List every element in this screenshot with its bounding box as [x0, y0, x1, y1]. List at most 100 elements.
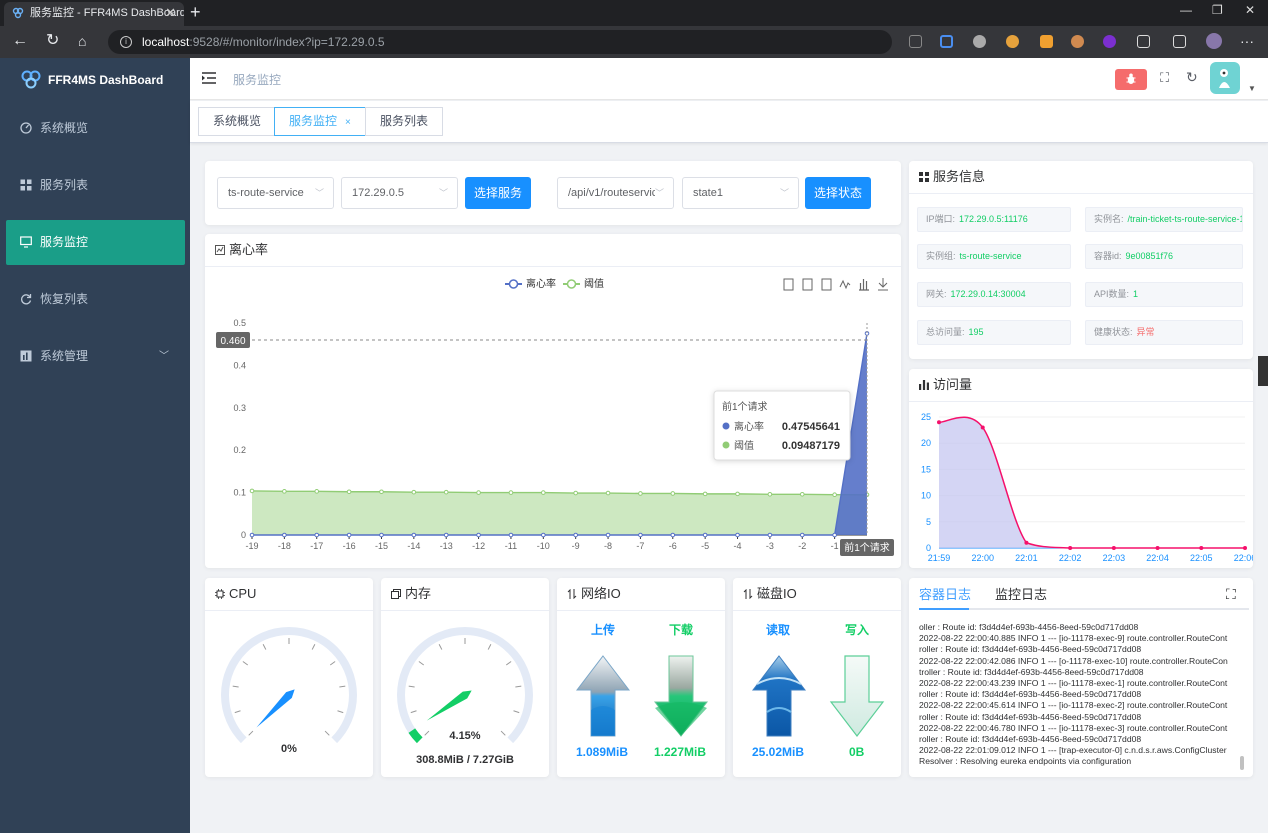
x-tick-label: 22:03 — [1103, 553, 1126, 563]
sidebar-item-recovery-list[interactable]: 恢复列表 — [6, 277, 185, 322]
hamburger-icon[interactable] — [202, 72, 216, 84]
outlier-point — [573, 532, 578, 538]
y-tick-label: 0.5 — [233, 318, 246, 328]
log-line: roller : Route id: f3d4d4ef-693b-4456-8e… — [919, 711, 1142, 722]
service-info-title: 服务信息 — [919, 168, 985, 186]
extension-en-icon[interactable] — [1103, 35, 1116, 48]
service-select-value: ts-route-service — [228, 187, 304, 199]
extension-orange-icon[interactable] — [1040, 35, 1053, 48]
traffic-point — [1111, 546, 1116, 550]
browser-tab[interactable]: 服务监控 - FFR4MS DashBoard ✕ — [4, 2, 184, 26]
traffic-title-text: 访问量 — [933, 377, 973, 392]
brand-title: FFR4MS DashBoard — [48, 73, 164, 87]
extensions-puzzle-icon[interactable] — [1137, 35, 1150, 48]
threshold-point — [508, 490, 514, 495]
sidebar-item-label: 系统概览 — [40, 121, 89, 135]
expand-icon[interactable]: ⛶ — [1226, 586, 1236, 602]
minimize-icon[interactable]: — — [1180, 3, 1192, 17]
log-line: troller : Route id: f3d4d4ef-693b-4456-8… — [919, 666, 1144, 677]
threshold-point — [346, 489, 352, 495]
x-tick-label: -19 — [245, 541, 258, 551]
traffic-point — [937, 420, 941, 425]
service-select[interactable]: ts-route-service ﹀ — [217, 177, 334, 209]
chevron-down-icon: ﹀ — [314, 188, 324, 198]
tab-container-log[interactable]: 容器日志 — [919, 587, 972, 602]
brand[interactable]: FFR4MS DashBoard — [20, 70, 163, 94]
fullscreen-icon[interactable]: ⛶ — [1160, 70, 1170, 85]
state-select[interactable]: state1 ﹀ — [682, 177, 799, 209]
sidebar-item-service-list[interactable]: 服务列表 — [6, 163, 185, 208]
chevron-down-icon: ﹀ — [159, 351, 169, 362]
window-close-icon[interactable]: ✕ — [1245, 3, 1256, 17]
maximize-icon[interactable]: ❐ — [1212, 3, 1223, 17]
outlier-point — [767, 532, 773, 538]
api-select[interactable]: /api/v1/routeservice ﹀ — [557, 177, 674, 209]
ip-select[interactable]: 172.29.0.5 ﹀ — [341, 177, 458, 209]
reload-page-icon[interactable]: ↻ — [1186, 69, 1198, 85]
outlier-point — [249, 532, 255, 538]
avatar-caret-icon[interactable]: ▼ — [1248, 84, 1256, 93]
cpu-card: CPU 0% — [205, 578, 373, 777]
disk-title: 磁盘IO — [743, 585, 797, 603]
gauge-tick — [324, 730, 330, 736]
log-scrollbar[interactable] — [1240, 756, 1244, 770]
x-tick-label: 22:04 — [1146, 553, 1169, 563]
gauge-tick — [234, 710, 241, 714]
outlier-point — [670, 532, 676, 538]
x-tick-label: 22:02 — [1059, 553, 1082, 563]
back-icon[interactable]: ← — [12, 32, 28, 49]
x-tick-label: 21:59 — [928, 553, 951, 563]
traffic-card: 访问量 0 5 10 15 20 25 21:59 22:00 22:01 22:02 22:03 2… — [909, 369, 1253, 568]
bar-chart-icon — [919, 380, 929, 390]
url-host: localhost — [142, 35, 190, 49]
profile-avatar-icon[interactable] — [1206, 33, 1222, 49]
threshold-point — [702, 491, 708, 497]
gauge-needle — [426, 690, 472, 721]
more-menu-icon[interactable]: ··· — [1240, 33, 1254, 49]
extension-circle-icon[interactable] — [973, 35, 986, 48]
x-tick-label: -14 — [407, 541, 420, 551]
home-icon[interactable]: ⌂ — [78, 33, 87, 49]
sidebar-item-overview[interactable]: 系统概览 — [6, 106, 185, 151]
markline-label: 0.460 — [220, 336, 245, 347]
x-tick-label: -1 — [831, 541, 839, 551]
traffic-point — [1024, 540, 1029, 545]
threshold-point — [799, 491, 805, 497]
dashboard-icon — [20, 122, 32, 134]
side-panel-handle[interactable] — [1258, 356, 1268, 386]
extension-back-icon[interactable] — [909, 35, 922, 48]
tag-overview[interactable]: 系统概览 — [198, 107, 277, 136]
avatar[interactable] — [1210, 62, 1240, 94]
read-value: 25.02MiB — [752, 745, 805, 759]
tooltip-threshold-value: 0.09487179 — [782, 440, 840, 452]
tag-service-list[interactable]: 服务列表 — [365, 107, 444, 136]
bug-icon — [1126, 73, 1136, 84]
new-tab-button[interactable]: + — [190, 2, 201, 22]
reload-icon[interactable]: ↻ — [46, 32, 60, 49]
tag-service-monitor[interactable]: 服务监控 × — [274, 107, 366, 136]
memory-icon — [391, 589, 401, 599]
cpu-title: CPU — [215, 585, 256, 603]
y-tick-label: 0.1 — [233, 488, 246, 498]
site-info-icon[interactable]: i — [120, 36, 132, 48]
select-state-button[interactable]: 选择状态 — [805, 177, 871, 209]
zoom-icon-shape — [783, 278, 794, 291]
address-bar[interactable]: i localhost:9528/#/monitor/index?ip=172.… — [108, 30, 892, 54]
sidebar-item-system-admin[interactable]: 系统管理 ﹀ — [6, 334, 185, 379]
app-favicon-icon — [12, 7, 24, 19]
tab-monitor-log[interactable]: 监控日志 — [995, 587, 1048, 602]
crop-icon[interactable] — [940, 35, 953, 48]
x-tick-label: -5 — [701, 541, 709, 551]
outlier-point — [476, 532, 481, 538]
collections-icon[interactable] — [1173, 35, 1186, 48]
browser-tab-close-icon[interactable]: ✕ — [165, 5, 176, 20]
sidebar-item-service-monitor[interactable]: 服务监控 — [6, 220, 185, 265]
select-service-button[interactable]: 选择服务 — [465, 177, 531, 209]
bug-button[interactable] — [1115, 69, 1147, 90]
threshold-point — [282, 489, 287, 494]
info-field: 总访问量: 195 — [917, 320, 1071, 345]
tag-close-icon[interactable]: × — [345, 117, 351, 128]
extension-avatar-icon[interactable] — [1071, 35, 1084, 48]
extension-color-icon[interactable] — [1006, 35, 1019, 48]
outlier-point — [702, 532, 708, 538]
